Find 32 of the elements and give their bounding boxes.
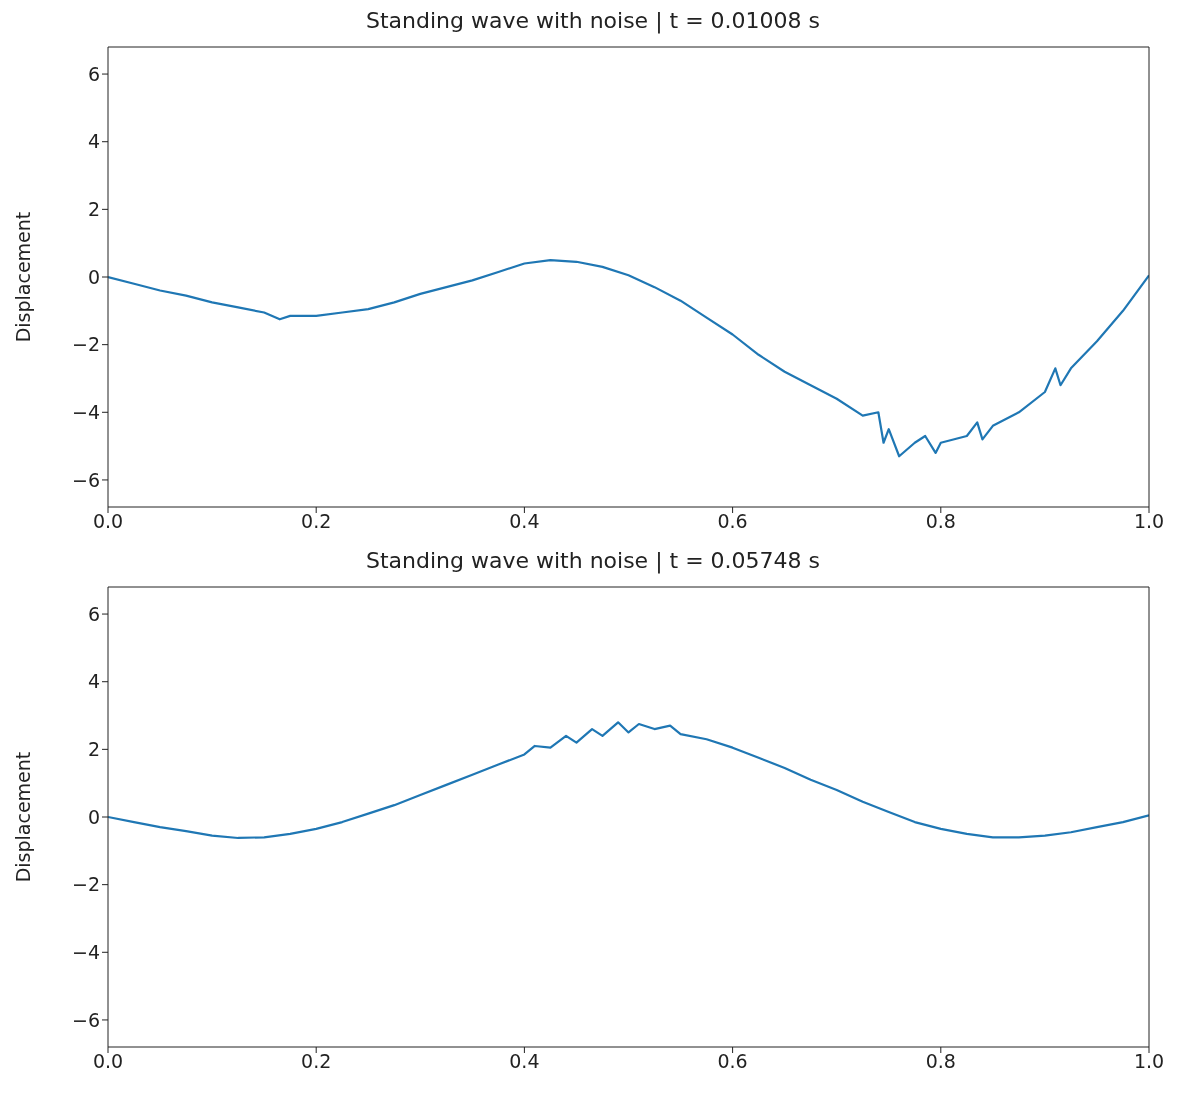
x-tick-label: 0.8 bbox=[925, 510, 956, 533]
y-tick-label: 6 bbox=[87, 62, 100, 85]
y-axis-title: Displacement bbox=[11, 751, 34, 883]
x-tick-label: 0.6 bbox=[717, 1050, 748, 1073]
y-tick-label: 4 bbox=[87, 130, 100, 153]
y-tick-label: 2 bbox=[87, 738, 100, 761]
x-tick-label: 0.4 bbox=[509, 510, 540, 533]
y-tick-label: −4 bbox=[71, 941, 100, 964]
y-tick-label: 0 bbox=[87, 265, 100, 288]
y-tick-label: −4 bbox=[71, 401, 100, 424]
y-tick-label: −6 bbox=[71, 468, 100, 491]
y-axis-title: Displacement bbox=[11, 211, 34, 343]
line-series bbox=[108, 721, 1149, 840]
chart-title: Standing wave with noise | t = 0.05748 s bbox=[364, 548, 822, 576]
x-tick-label: 0.0 bbox=[92, 1050, 124, 1073]
y-tick-label: 0 bbox=[87, 805, 100, 828]
x-tick-label: 0.6 bbox=[717, 510, 748, 533]
x-tick-label: 0.2 bbox=[301, 510, 332, 533]
x-tick-label: 0.2 bbox=[301, 1050, 332, 1073]
y-tick-label: −2 bbox=[71, 873, 100, 896]
y-tick-label: 2 bbox=[87, 198, 100, 221]
x-tick-label: 0.8 bbox=[925, 1050, 956, 1073]
line-series bbox=[108, 258, 1149, 458]
x-tick-label: 0.0 bbox=[92, 510, 124, 533]
y-tick-label: −2 bbox=[71, 333, 100, 356]
x-tick-label: 1.0 bbox=[1133, 510, 1165, 533]
y-tick-label: −6 bbox=[71, 1008, 100, 1031]
y-tick-label: 6 bbox=[87, 602, 100, 625]
x-tick-label: 1.0 bbox=[1133, 1050, 1165, 1073]
chart-title: Standing wave with noise | t = 0.01008 s bbox=[364, 8, 822, 36]
y-tick-label: 4 bbox=[87, 670, 100, 693]
x-tick-label: 0.4 bbox=[509, 1050, 540, 1073]
